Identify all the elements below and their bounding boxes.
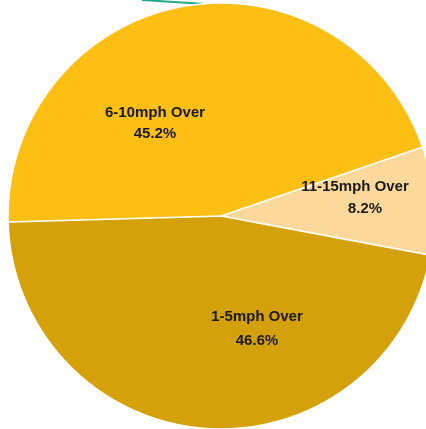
slice-label-11-15mph: 11-15mph Over xyxy=(301,178,409,195)
slice-label-1-5mph: 1-5mph Over xyxy=(211,308,303,325)
slice-percent-6-10mph: 45.2% xyxy=(134,125,177,142)
slice-1-5mph xyxy=(7,215,426,429)
slice-11-15mph xyxy=(218,146,426,256)
slice-6-10mph xyxy=(7,2,424,223)
slice-label-6-10mph: 6-10mph Over xyxy=(105,104,205,121)
slice-percent-11-15mph: 8.2% xyxy=(348,200,382,217)
slice-percent-1-5mph: 46.6% xyxy=(236,332,279,349)
